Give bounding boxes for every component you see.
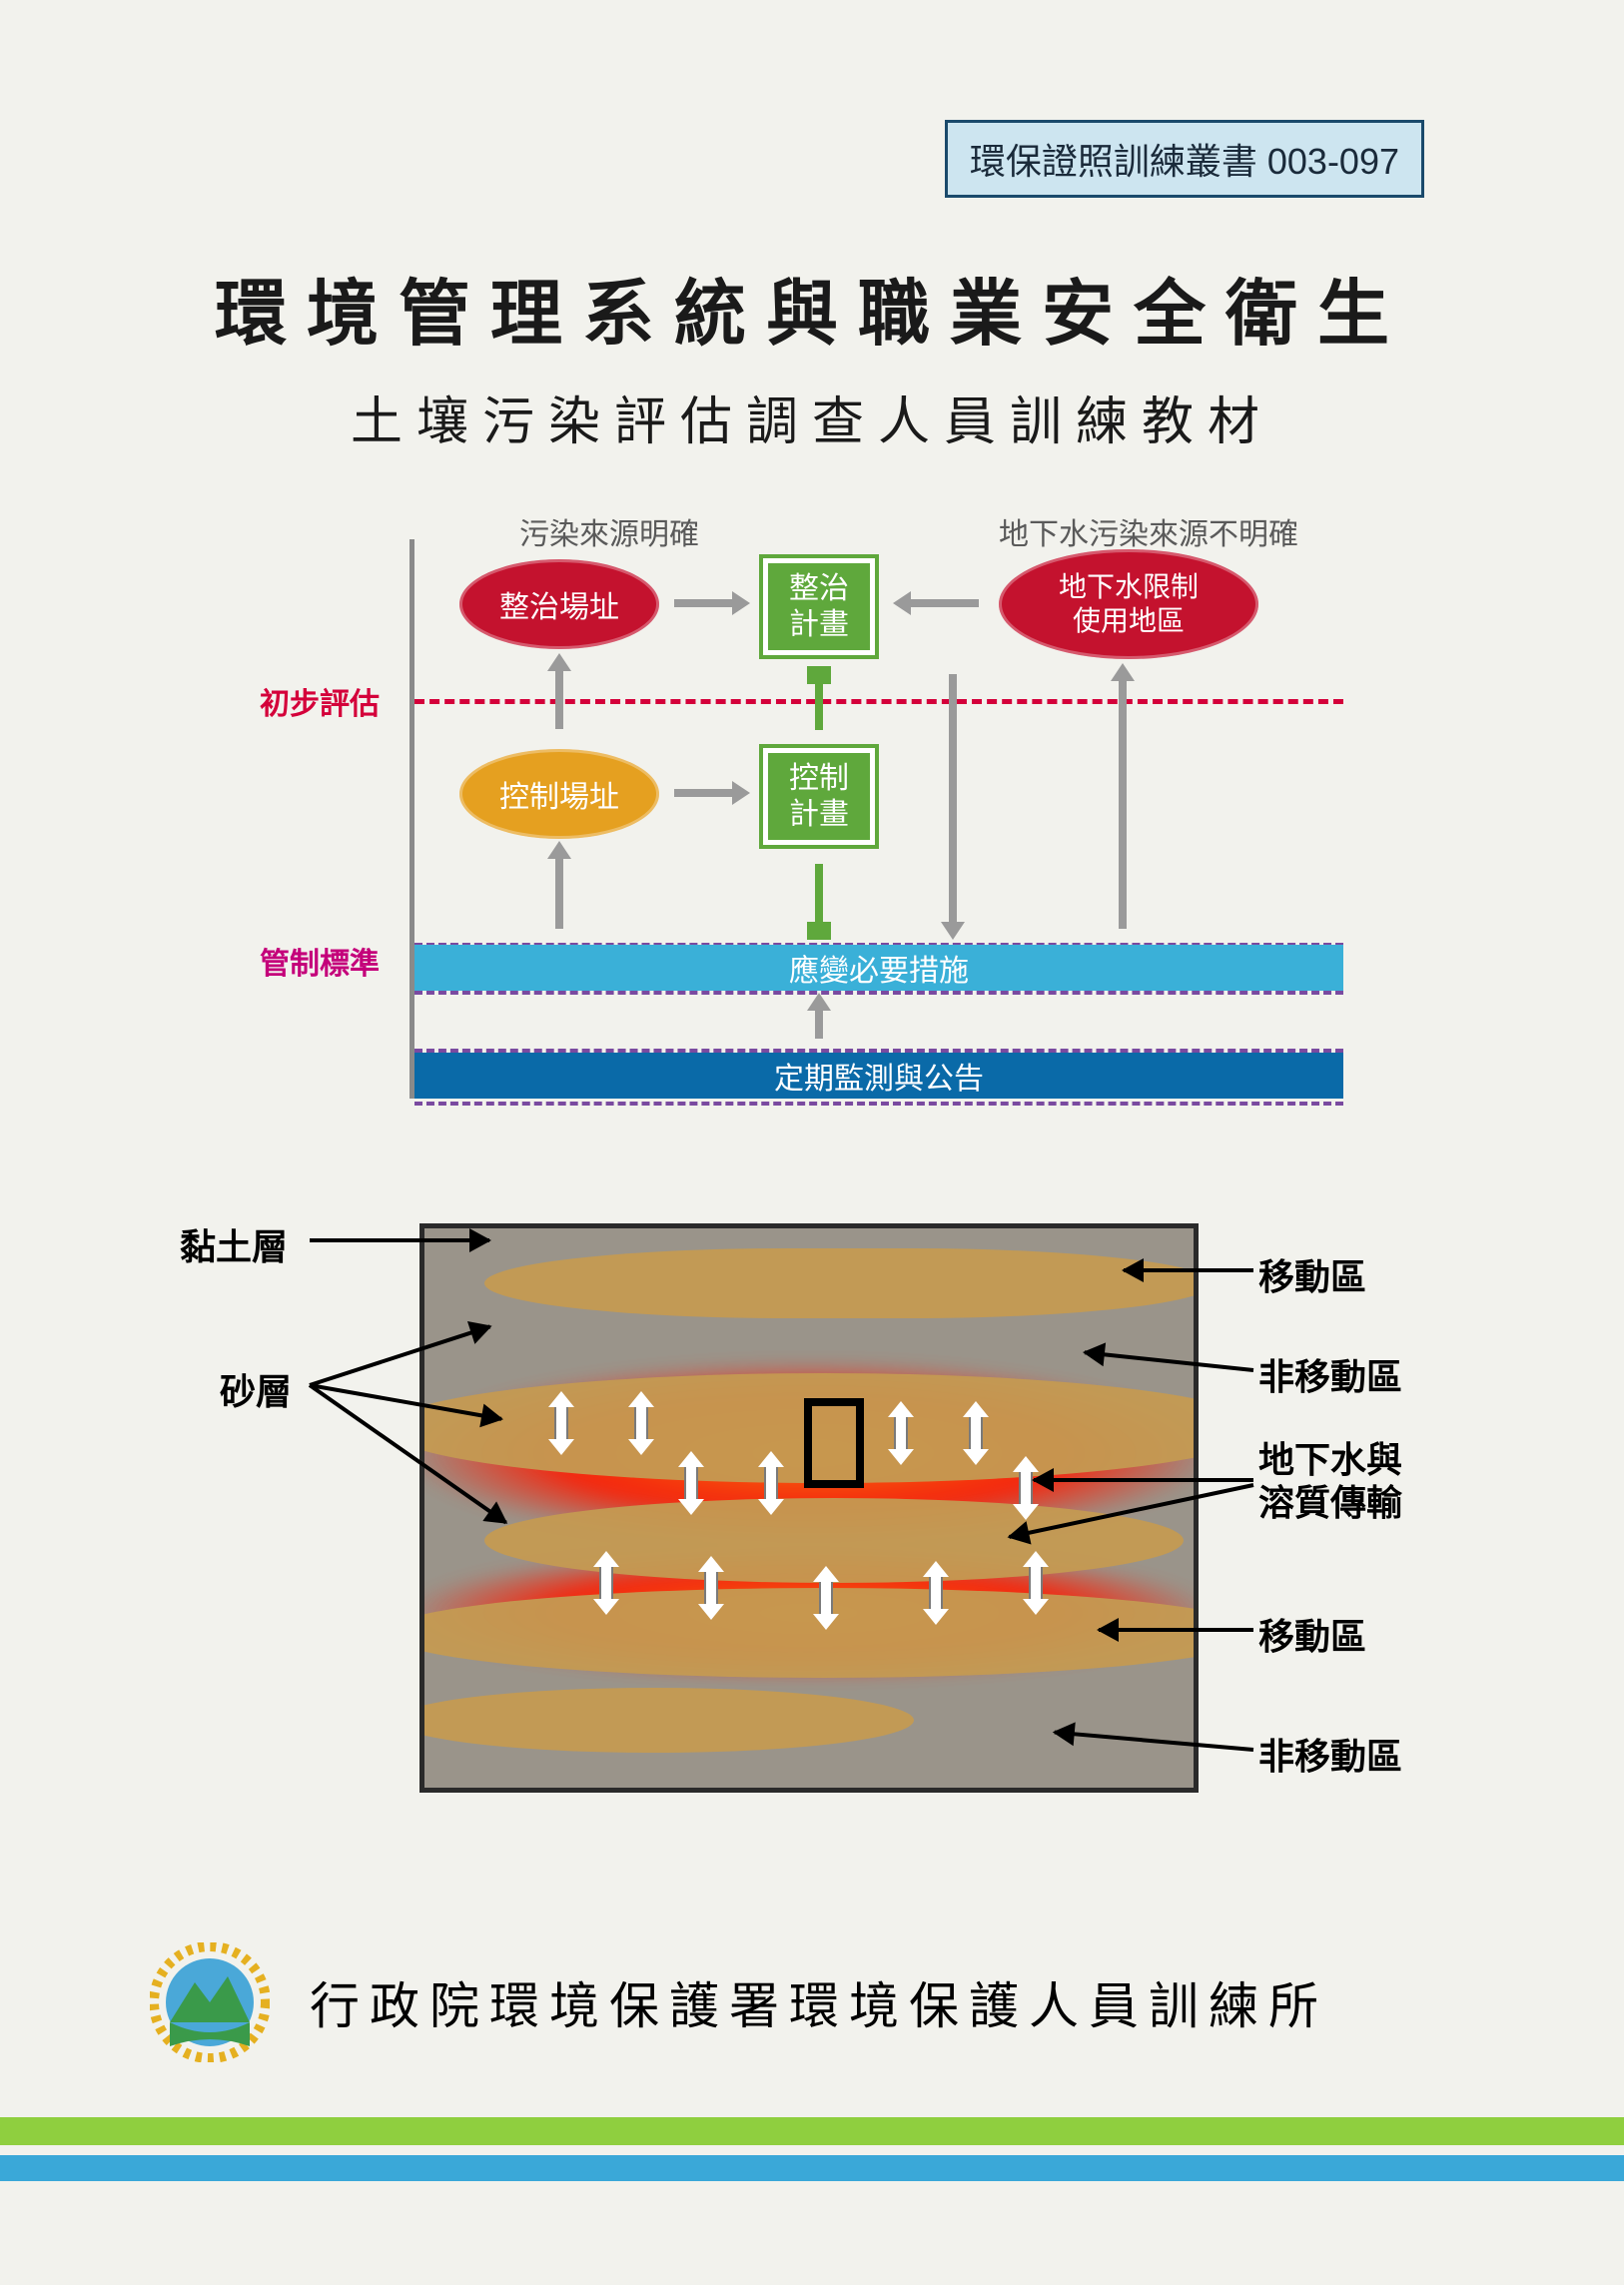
arrow-clay (310, 1238, 489, 1242)
arrow-remsite-to-remplan (674, 599, 734, 607)
arrow-emergency-to-gw (1119, 679, 1127, 929)
series-box: 環保證照訓練叢書 003-097 (945, 120, 1424, 198)
flux-arrow (1029, 1563, 1043, 1603)
node-remediation-plan-l1: 整治 (789, 571, 849, 607)
geology-diagram: 黏土層 砂層 移動區 非移動區 地下水與 溶質傳輸 移動區 非移動區 (160, 1183, 1488, 1833)
footer-org: 行政院環境保護署環境保護人員訓練所 (310, 1966, 1328, 2038)
flux-arrow (554, 1403, 568, 1443)
flux-arrow (599, 1563, 613, 1603)
stripe-green (0, 2117, 1624, 2145)
flowchart-top-label-right: 地下水污染來源不明確 (999, 509, 1298, 553)
sand-lens-4 (419, 1588, 1199, 1678)
flowchart-side-prelim: 初步評估 (260, 679, 380, 723)
arrow-ctrlplan-to-remplan (815, 682, 823, 730)
bar-monitor: 定期監測與公告 (414, 1053, 1343, 1099)
bar-emergency: 應變必要措施 (414, 945, 1343, 991)
node-gw-restricted: 地下水限制 使用地區 (999, 549, 1258, 659)
node-remediation-site: 整治場址 (459, 559, 659, 649)
arrow-ctrlplan-to-emergency (815, 864, 823, 924)
node-gw-l1: 地下水限制 (1059, 570, 1199, 604)
flowchart-prelim-divider (414, 699, 1343, 704)
flux-arrow (634, 1403, 648, 1443)
label-gw-l1: 地下水與 (1258, 1439, 1402, 1480)
flux-arrow (704, 1568, 718, 1608)
label-mobile-1: 移動區 (1258, 1248, 1366, 1300)
label-gw-l2: 溶質傳輸 (1258, 1482, 1402, 1523)
label-sand: 砂層 (220, 1363, 292, 1415)
stripe-blue (0, 2155, 1624, 2181)
arrow-gw-to-remplan (909, 599, 979, 607)
flowchart-bottom-divider-2 (414, 1102, 1343, 1106)
arrow-gw-solute-1 (1034, 1478, 1253, 1482)
footer: 行政院環境保護署環境保護人員訓練所 (150, 1937, 1474, 2067)
title-main: 環境管理系統與職業安全衛生 (0, 255, 1624, 360)
arrow-monitor-to-emergency (815, 1009, 823, 1039)
node-gw-l2: 使用地區 (1073, 604, 1185, 638)
node-control-plan-l1: 控制 (789, 761, 849, 797)
label-gw-solute: 地下水與 溶質傳輸 (1258, 1438, 1402, 1524)
node-remediation-plan-l2: 計畫 (789, 607, 849, 643)
flux-arrow (969, 1413, 983, 1453)
label-clay: 黏土層 (180, 1218, 288, 1270)
label-immobile-1: 非移動區 (1258, 1348, 1402, 1400)
arrow-mobile-1 (1124, 1268, 1253, 1272)
flowchart: 污染來源明確 地下水污染來源不明確 初步評估 管制標準 整治場址 整治 計畫 地… (320, 499, 1348, 1119)
title-sub: 土壤污染評估調查人員訓練教材 (0, 380, 1624, 454)
sand-lens-5 (419, 1688, 914, 1753)
well-screen (804, 1398, 864, 1488)
flux-arrow (684, 1463, 698, 1503)
flux-arrow (929, 1573, 943, 1613)
epa-logo-icon (150, 1942, 270, 2062)
geology-box (419, 1223, 1199, 1793)
arrow-ctrlsite-up1 (555, 669, 563, 729)
flowchart-axis (409, 539, 414, 1099)
node-control-plan: 控制 計畫 (759, 744, 879, 849)
arrow-mobile-2 (1099, 1628, 1253, 1632)
flux-arrow (819, 1578, 833, 1618)
node-remediation-plan: 整治 計畫 (759, 554, 879, 659)
flux-arrow (894, 1413, 908, 1453)
label-immobile-2: 非移動區 (1258, 1728, 1402, 1780)
arrow-emergency-to-ctrlsite (555, 857, 563, 929)
node-control-plan-l2: 計畫 (789, 797, 849, 833)
flowchart-standard-divider-l (414, 991, 1343, 995)
arrow-remplan-to-emergency (949, 674, 957, 924)
flowchart-top-label-left: 污染來源明確 (519, 509, 699, 553)
label-mobile-2: 移動區 (1258, 1608, 1366, 1660)
arrow-ctrlsite-to-ctrlplan (674, 789, 734, 797)
flowchart-side-standard: 管制標準 (260, 939, 380, 983)
flux-arrow (1019, 1468, 1033, 1508)
flux-arrow (764, 1463, 778, 1503)
sand-lens-1 (484, 1248, 1199, 1318)
node-control-site: 控制場址 (459, 749, 659, 839)
